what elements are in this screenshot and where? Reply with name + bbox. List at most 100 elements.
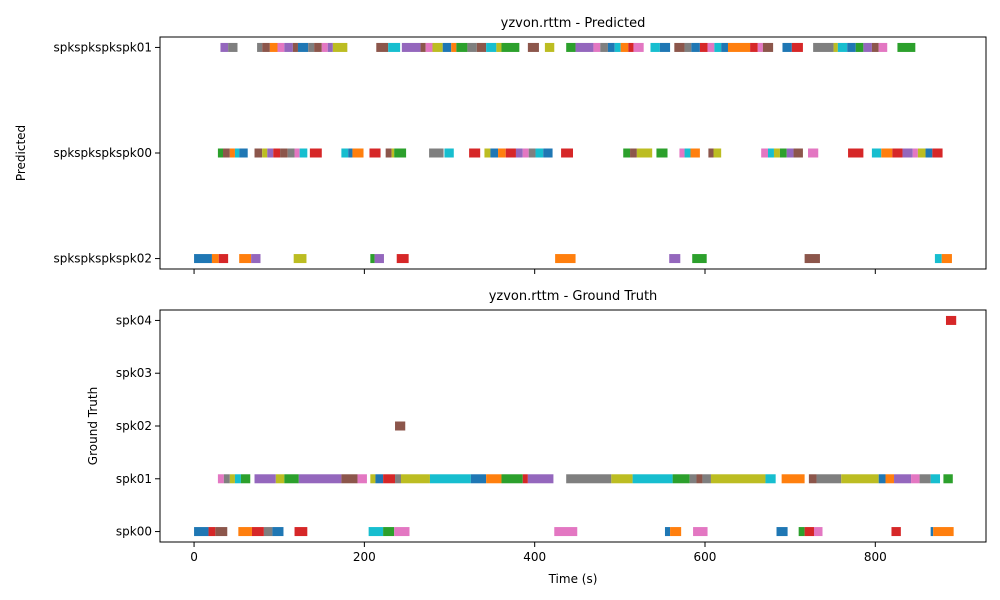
segment-bar bbox=[215, 527, 228, 537]
segment-bar bbox=[607, 42, 615, 52]
segment-bar bbox=[902, 148, 913, 158]
segment-bar bbox=[352, 148, 364, 158]
segment-bar bbox=[672, 474, 690, 484]
segment-bar bbox=[848, 148, 864, 158]
segment-bar bbox=[528, 148, 536, 158]
segment-bar bbox=[262, 42, 270, 52]
chart-title: yzvon.rttm - Predicted bbox=[501, 16, 646, 31]
segment-bar bbox=[287, 148, 295, 158]
segment-bar bbox=[930, 527, 934, 537]
segment-bar bbox=[611, 474, 633, 484]
segment-bar bbox=[501, 42, 520, 52]
segment-bar bbox=[444, 148, 454, 158]
segment-bar bbox=[932, 148, 943, 158]
segment-bar bbox=[467, 42, 477, 52]
segment-bar bbox=[670, 527, 682, 537]
segment-bar bbox=[490, 148, 499, 158]
segment-bar bbox=[692, 254, 707, 264]
segment-bar bbox=[897, 42, 916, 52]
segment-bar bbox=[768, 148, 774, 158]
segment-bar bbox=[262, 148, 268, 158]
segment-bar bbox=[693, 527, 708, 537]
segment-bar bbox=[254, 474, 276, 484]
segment-bar bbox=[535, 148, 544, 158]
segment-bar bbox=[223, 474, 230, 484]
y-tick-label: spkspkspkspk02 bbox=[53, 252, 152, 266]
segment-bar bbox=[273, 148, 281, 158]
segment-bar bbox=[684, 42, 692, 52]
segment-bar bbox=[220, 42, 229, 52]
segment-bar bbox=[269, 42, 278, 52]
segment-bar bbox=[941, 254, 952, 264]
segment-bar bbox=[229, 474, 235, 484]
segment-bar bbox=[674, 42, 685, 52]
segment-bar bbox=[332, 42, 348, 52]
segment-bar bbox=[251, 254, 261, 264]
segment-bar bbox=[636, 148, 653, 158]
segment-bar bbox=[600, 42, 608, 52]
segment-bar bbox=[881, 148, 893, 158]
segment-bar bbox=[275, 474, 285, 484]
segment-bar bbox=[628, 42, 634, 52]
segment-bar bbox=[451, 42, 457, 52]
segment-bar bbox=[708, 148, 714, 158]
segment-bar bbox=[527, 474, 554, 484]
segment-bar bbox=[272, 527, 284, 537]
segment-bar bbox=[263, 527, 273, 537]
segment-bar bbox=[554, 527, 578, 537]
segment-bar bbox=[633, 42, 644, 52]
segment-bar bbox=[486, 42, 497, 52]
segment-bar bbox=[394, 527, 410, 537]
segment-bar bbox=[761, 148, 768, 158]
segment-bar bbox=[793, 148, 803, 158]
segment-bar bbox=[841, 474, 879, 484]
segment-bar bbox=[309, 148, 322, 158]
predicted-panel: spkspkspkspk02 spkspkspkspk00 spkspkspkspk… bbox=[14, 16, 987, 274]
segment-bar bbox=[804, 527, 814, 537]
segment-bar bbox=[294, 527, 308, 537]
segment-bar bbox=[234, 474, 241, 484]
segment-bar bbox=[395, 421, 406, 431]
segment-bar bbox=[721, 42, 728, 52]
segment-bar bbox=[808, 148, 819, 158]
segment-bar bbox=[498, 148, 506, 158]
segment-bar bbox=[871, 42, 879, 52]
segment-bar bbox=[314, 42, 322, 52]
segment-bar bbox=[878, 42, 888, 52]
segment-bar bbox=[470, 474, 487, 484]
segment-bar bbox=[871, 148, 882, 158]
segment-bar bbox=[251, 527, 264, 537]
segment-bar bbox=[917, 148, 926, 158]
segment-bar bbox=[476, 42, 487, 52]
segment-bar bbox=[527, 42, 539, 52]
segment-bar bbox=[702, 474, 711, 484]
segment-bar bbox=[293, 254, 307, 264]
segment-bar bbox=[341, 474, 358, 484]
segment-bar bbox=[786, 148, 794, 158]
segment-bar bbox=[388, 42, 401, 52]
segment-bar bbox=[267, 148, 274, 158]
segment-bar bbox=[383, 474, 396, 484]
segment-bar bbox=[239, 148, 248, 158]
y-tick-label: spk03 bbox=[116, 366, 152, 380]
segment-bar bbox=[943, 474, 953, 484]
segment-bar bbox=[370, 254, 375, 264]
segment-bar bbox=[804, 254, 820, 264]
segment-bar bbox=[714, 42, 722, 52]
segment-bar bbox=[223, 148, 230, 158]
segment-bar bbox=[656, 148, 668, 158]
segment-bar bbox=[292, 42, 298, 52]
segment-bar bbox=[374, 254, 384, 264]
segment-bar bbox=[429, 474, 471, 484]
y-axis-label: Ground Truth bbox=[86, 387, 100, 465]
y-tick-label: spk01 bbox=[116, 472, 152, 486]
segment-bar bbox=[894, 474, 912, 484]
segment-bar bbox=[394, 148, 407, 158]
segment-bar bbox=[391, 148, 395, 158]
segment-bar bbox=[208, 527, 216, 537]
segment-bar bbox=[284, 474, 299, 484]
segment-bar bbox=[211, 254, 219, 264]
segment-bar bbox=[664, 527, 671, 537]
y-tick-label: spkspkspkspk01 bbox=[53, 40, 152, 54]
segment-bar bbox=[699, 42, 708, 52]
